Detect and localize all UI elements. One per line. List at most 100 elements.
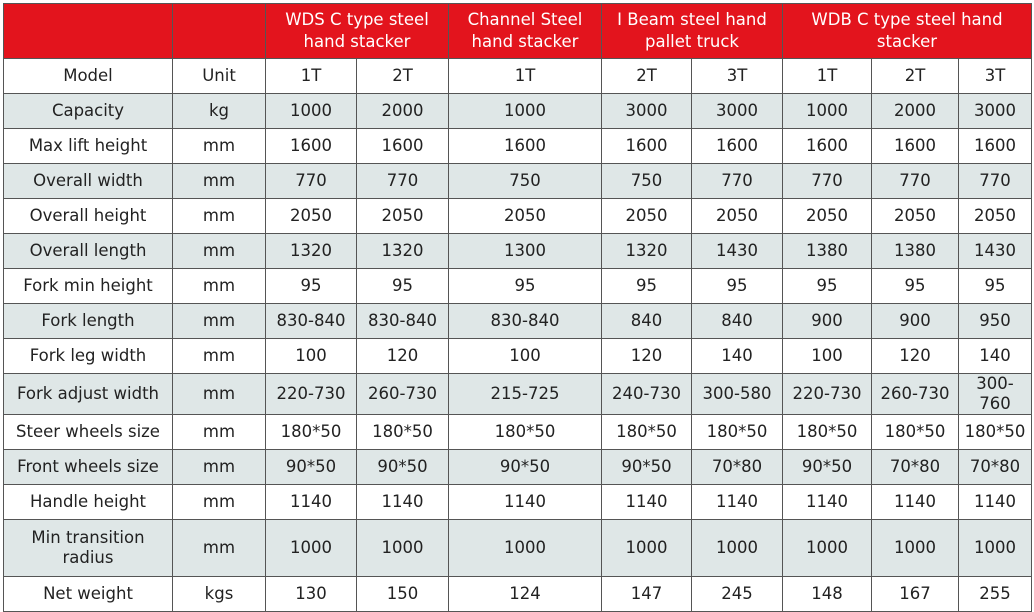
table-cell: 1000	[691, 519, 783, 577]
table-cell: 90*50	[448, 449, 602, 485]
table-cell: 1600	[265, 128, 357, 164]
table-cell: 1000	[958, 519, 1032, 577]
table-cell: 1380	[871, 233, 959, 269]
table-cell: 830-840	[356, 303, 449, 339]
table-cell: 180*50	[356, 414, 449, 450]
table-cell: 770	[871, 163, 959, 199]
table-row: Max lift height mm 1600 1600 1600 1600 1600 160…	[3, 128, 1032, 164]
table-cell: 1000	[265, 519, 357, 577]
table-cell: 100	[782, 338, 872, 374]
table-cell: 1000	[601, 519, 692, 577]
table-cell: 180*50	[691, 414, 783, 450]
table-row: Capacity kg 1000 2000 1000 3000 3000 1000 2000 30…	[3, 93, 1032, 129]
table-cell: 90*50	[601, 449, 692, 485]
table-cell: 70*80	[871, 449, 959, 485]
table-cell: kgs	[172, 576, 266, 612]
row-label: Fork leg width	[3, 338, 173, 374]
table-cell: mm	[172, 449, 266, 485]
table-cell: 3000	[958, 93, 1032, 129]
table-cell: 1000	[871, 519, 959, 577]
table-cell: 300-580	[691, 373, 783, 415]
table-cell: 2050	[601, 198, 692, 234]
table-cell: 95	[265, 268, 357, 304]
table-cell: 2000	[871, 93, 959, 129]
table-cell: 2050	[958, 198, 1032, 234]
table-cell: 1140	[958, 484, 1032, 520]
table-row: Net weight kgs 130 150 124 147 245 148 167 255	[3, 576, 1032, 612]
table-cell: mm	[172, 303, 266, 339]
table-row: Overall width mm 770 770 750 750 770 770 770 770	[3, 163, 1032, 199]
table-cell: 750	[448, 163, 602, 199]
row-label: Overall width	[3, 163, 173, 199]
table-cell: 95	[601, 268, 692, 304]
row-label: Fork length	[3, 303, 173, 339]
table-cell: 95	[448, 268, 602, 304]
table-cell: 120	[871, 338, 959, 374]
group-header: WDS C type steel hand stacker	[265, 3, 449, 59]
group-header: I Beam steel hand pallet truck	[601, 3, 783, 59]
table-cell: mm	[172, 163, 266, 199]
table-cell: mm	[172, 128, 266, 164]
table-cell: 220-730	[782, 373, 872, 415]
table-cell: 1380	[782, 233, 872, 269]
table-cell: 3000	[601, 93, 692, 129]
table-cell: 770	[958, 163, 1032, 199]
table-cell: 215-725	[448, 373, 602, 415]
table-cell: 900	[782, 303, 872, 339]
table-cell: 120	[601, 338, 692, 374]
table-cell: 148	[782, 576, 872, 612]
row-label: Fork adjust width	[3, 373, 173, 415]
table-cell: 180*50	[265, 414, 357, 450]
table-cell: 245	[691, 576, 783, 612]
table-cell: 2050	[448, 198, 602, 234]
table-cell: 220-730	[265, 373, 357, 415]
table-cell: 1140	[601, 484, 692, 520]
column-header: Model	[3, 58, 173, 94]
table-cell: 1000	[782, 519, 872, 577]
table-cell: 90*50	[782, 449, 872, 485]
table-cell: 100	[265, 338, 357, 374]
table-cell: 130	[265, 576, 357, 612]
table-cell: 1140	[356, 484, 449, 520]
spec-table: WDS C type steel hand stacker Channel Ste…	[3, 3, 1032, 612]
table-cell: 1140	[448, 484, 602, 520]
table-cell: mm	[172, 233, 266, 269]
table-cell: mm	[172, 519, 266, 577]
table-cell: 840	[691, 303, 783, 339]
table-cell: 1140	[691, 484, 783, 520]
table-row: Front wheels size mm 90*50 90*50 90*50 90*50 7…	[3, 449, 1032, 485]
header-cell	[3, 3, 173, 59]
column-header: 3T	[691, 58, 783, 94]
table-cell: 2050	[691, 198, 783, 234]
table-cell: 950	[958, 303, 1032, 339]
column-header: 1T	[782, 58, 872, 94]
table-cell: 770	[782, 163, 872, 199]
table-cell: 95	[356, 268, 449, 304]
table-cell: 830-840	[265, 303, 357, 339]
table-row: Fork leg width mm 100 120 100 120 140 100 120 140	[3, 338, 1032, 374]
row-label: Fork min height	[3, 268, 173, 304]
column-header: 2T	[356, 58, 449, 94]
table-cell: 1140	[871, 484, 959, 520]
table-row: Handle height mm 1140 1140 1140 1140 1140 1140 1…	[3, 484, 1032, 520]
table-cell: 1000	[356, 519, 449, 577]
table-row: Fork length mm 830-840 830-840 830-840 840 840…	[3, 303, 1032, 339]
row-label: Steer wheels size	[3, 414, 173, 450]
table-cell: 1000	[265, 93, 357, 129]
column-row: Model Unit 1T 2T 1T 2T 3T 1T 2T 3T	[3, 58, 1032, 94]
group-header: Channel Steel hand stacker	[448, 3, 602, 59]
table-cell: 1300	[448, 233, 602, 269]
table-cell: 1320	[356, 233, 449, 269]
table-cell: 770	[691, 163, 783, 199]
table-cell: 124	[448, 576, 602, 612]
column-header: 2T	[871, 58, 959, 94]
table-cell: mm	[172, 373, 266, 415]
table-cell: 1000	[782, 93, 872, 129]
row-label: Net weight	[3, 576, 173, 612]
table-cell: 70*80	[691, 449, 783, 485]
row-label: Overall length	[3, 233, 173, 269]
table-cell: 1000	[448, 519, 602, 577]
table-cell: 1430	[691, 233, 783, 269]
table-cell: 90*50	[265, 449, 357, 485]
table-cell: 3000	[691, 93, 783, 129]
